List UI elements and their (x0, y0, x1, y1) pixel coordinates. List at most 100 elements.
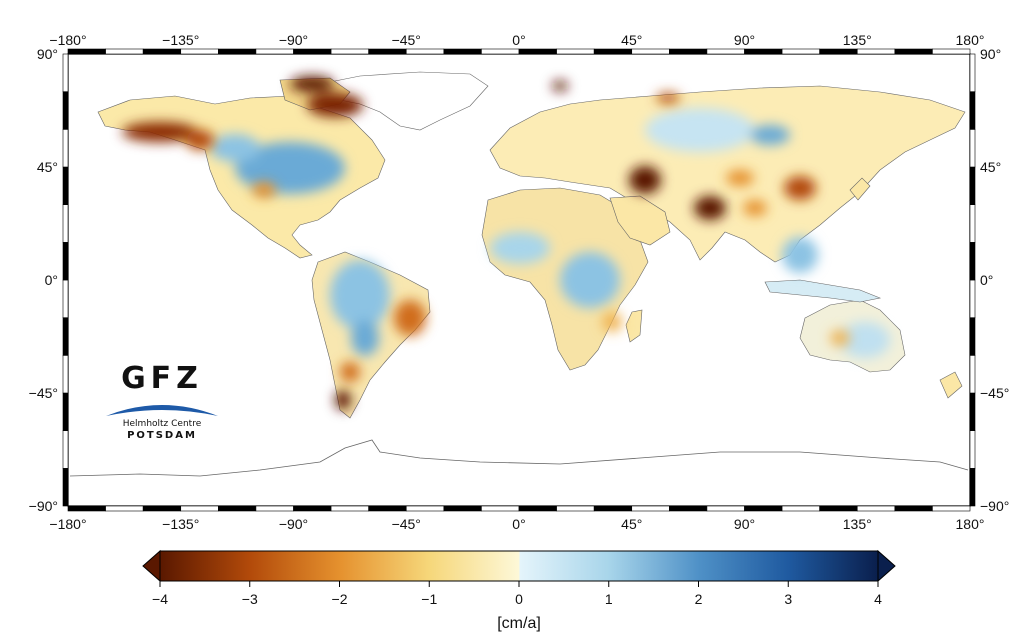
latitude-tick-label: 45° (980, 159, 1001, 175)
frame-segment (969, 430, 976, 469)
anomaly-blob (235, 142, 345, 194)
colorbar-gradient (159, 550, 879, 582)
frame-segment (856, 505, 896, 512)
anomaly-blob (840, 322, 890, 358)
anomaly-blob (340, 362, 360, 382)
gfz-logo: GFZ Helmholtz Centre POTSDAM (104, 362, 220, 446)
longitude-tick-label: 180° (956, 32, 985, 48)
frame-segment (62, 166, 69, 205)
frame-segment (255, 505, 294, 512)
frame-segment (180, 505, 219, 512)
latitude-labels-right: 90° 45° 0° −45° −90° (980, 46, 1009, 514)
longitude-tick-label: −45° (392, 32, 421, 48)
longitude-tick-label: 180° (956, 516, 985, 532)
madagascar-landmass (625, 309, 643, 343)
frame-segment (405, 48, 445, 55)
colorbar-tick-label: 2 (695, 591, 703, 607)
frame-segment (481, 48, 520, 55)
anomaly-blob (782, 237, 818, 273)
anomaly-blob (726, 170, 754, 186)
anomaly-blob (784, 176, 816, 200)
latitude-tick-label: 90° (37, 46, 58, 62)
colorbar-tick-label: −3 (242, 591, 258, 607)
frame-segment (631, 505, 670, 512)
eurasia-landmass (489, 85, 966, 263)
anomaly-blob (330, 260, 390, 330)
frame-segment (969, 279, 976, 318)
frame-segment (218, 505, 257, 512)
anomaly-blob (602, 312, 622, 332)
colorbar-max-extend-triangle (877, 549, 896, 583)
frame-segment (62, 129, 69, 168)
frame-segment (969, 355, 976, 394)
longitude-tick-label: 0° (512, 32, 525, 48)
frame-segment (969, 129, 976, 168)
logo-location: POTSDAM (127, 430, 197, 441)
frame-segment (969, 392, 976, 431)
frame-segment (969, 204, 976, 243)
longitude-tick-label: 45° (621, 32, 642, 48)
frame-segment (180, 48, 219, 55)
anomaly-blob (186, 130, 214, 150)
longitude-tick-label: 45° (621, 516, 642, 532)
frame-segment (293, 48, 332, 55)
frame-segment (62, 242, 69, 281)
frame-segment (443, 48, 482, 55)
frame-segment (62, 430, 69, 469)
map-frame-checker-border (62, 48, 976, 512)
anomaly-blob (629, 166, 661, 194)
longitude-tick-label: 90° (734, 516, 755, 532)
longitude-tick-label: 90° (734, 32, 755, 48)
longitude-tick-label: −90° (279, 32, 308, 48)
longitude-tick-label: −180° (49, 32, 86, 48)
latitude-labels-left: 90° 45° 0° −45° −90° (29, 46, 58, 514)
frame-segment (894, 48, 933, 55)
frame-segment (669, 48, 708, 55)
frame-segment (932, 505, 971, 512)
frame-segment (593, 48, 633, 55)
anomaly-blob (694, 196, 726, 220)
frame-segment (67, 505, 106, 512)
frame-segment (62, 392, 69, 431)
colorbar-min-extend-triangle (142, 549, 161, 583)
logo-swoosh-icon (106, 405, 218, 416)
anomaly-blob (490, 232, 550, 264)
longitude-tick-label: −135° (162, 516, 199, 532)
frame-segment (969, 242, 976, 281)
frame-segment (293, 505, 332, 512)
frame-segment (706, 505, 745, 512)
frame-segment (593, 505, 633, 512)
longitude-tick-label: −90° (279, 516, 308, 532)
frame-segment (669, 505, 708, 512)
longitude-tick-label: −180° (49, 516, 86, 532)
japan-landmass (849, 177, 871, 201)
frame-segment (62, 204, 69, 243)
latitude-tick-label: 90° (980, 46, 1001, 62)
frame-segment (142, 48, 182, 55)
frame-segment (556, 48, 595, 55)
frame-segment (62, 317, 69, 356)
positive-anomaly-layer (210, 108, 890, 358)
anomaly-blob (252, 182, 276, 198)
anomaly-blob (122, 122, 198, 142)
anomaly-blob (351, 320, 379, 356)
frame-segment (142, 505, 182, 512)
latitude-tick-label: −45° (980, 385, 1009, 401)
frame-segment (368, 505, 407, 512)
frame-segment (969, 468, 976, 507)
frame-segment (819, 48, 858, 55)
frame-segment (932, 48, 971, 55)
anomaly-blob (394, 300, 426, 336)
colorbar-tick-label: −1 (421, 591, 437, 607)
frame-segment (330, 505, 369, 512)
colorbar-tick-label: −2 (332, 591, 348, 607)
land-mass-layer (69, 71, 969, 477)
latitude-tick-label: 0° (980, 272, 993, 288)
frame-segment (405, 505, 445, 512)
frame-segment (556, 505, 595, 512)
frame-segment (856, 48, 896, 55)
anomaly-blob (645, 108, 755, 152)
logo-title: GFZ (121, 361, 203, 396)
frame-segment (819, 505, 858, 512)
indonesia-islands (764, 279, 882, 303)
